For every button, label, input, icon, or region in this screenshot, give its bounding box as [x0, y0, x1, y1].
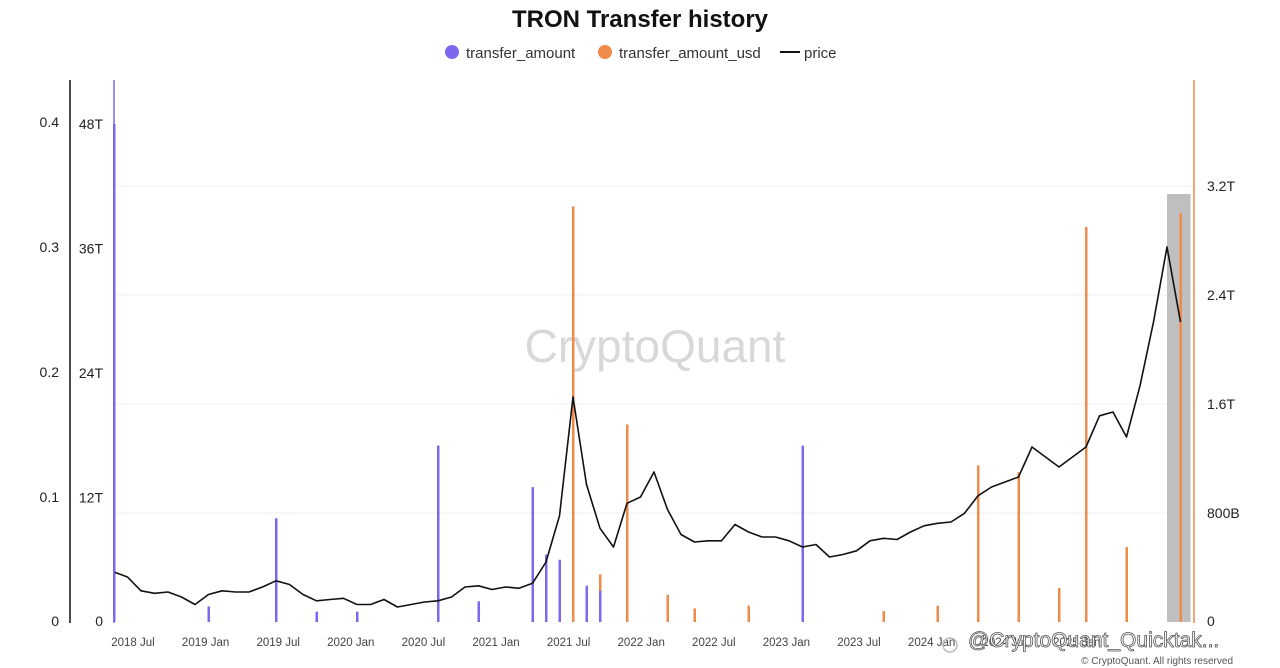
- bar-transfer-amount-usd: [1085, 226, 1088, 622]
- bar-transfer-amount-usd: [1058, 587, 1061, 622]
- bar-transfer-amount-usd: [1017, 472, 1020, 622]
- transfer-amount-usd-axis: 0 800B 1.6T 2.4T 3.2T: [1207, 178, 1240, 629]
- series-price: [113, 246, 1182, 608]
- bar-transfer-amount: [477, 601, 480, 622]
- x-tick-label: 2019 Jan: [182, 637, 229, 649]
- bar-transfer-amount: [585, 585, 588, 622]
- x-tick-label: 2018 Jul: [111, 637, 154, 649]
- handle-overlay: @CryptoQuant_Quicktak...: [942, 629, 1220, 653]
- x-tick-label: 2020 Jul: [402, 637, 445, 649]
- x-tick-label: 2023 Jul: [837, 637, 880, 649]
- bar-transfer-amount: [356, 611, 359, 622]
- bar-transfer-amount-usd: [666, 594, 669, 622]
- price-tick-label: 0.4: [40, 114, 60, 130]
- price-tick-label: 0.2: [40, 364, 60, 380]
- x-tick-label: 2020 Jan: [327, 637, 374, 649]
- bar-transfer-amount: [801, 445, 804, 622]
- transfer-amount-tick-label: 24T: [79, 365, 104, 381]
- transfer-amount-tick-label: 0: [95, 613, 103, 629]
- x-tick-label: 2023 Jan: [763, 637, 810, 649]
- transfer-amount-usd-tick-label: 0: [1207, 613, 1215, 629]
- bar-transfer-amount: [531, 487, 534, 622]
- price-axis: 0 0.1 0.2 0.3 0.4: [40, 114, 60, 629]
- bar-transfer-amount-usd: [693, 608, 696, 622]
- legend-label-price: price: [804, 45, 837, 62]
- legend-label-transfer-amount: transfer_amount: [466, 45, 576, 62]
- grid: [114, 185, 1194, 514]
- transfer-amount-axis: 0 12T 24T 36T 48T: [79, 116, 104, 629]
- bar-transfer-amount-usd: [882, 611, 885, 622]
- x-tick-label: 2022 Jul: [692, 637, 735, 649]
- bar-transfer-amount-usd: [1125, 547, 1128, 622]
- bar-transfer-amount: [545, 554, 548, 622]
- price-tick-label: 0.1: [40, 489, 60, 505]
- legend: transfer_amount transfer_amount_usd pric…: [445, 45, 837, 62]
- series-transfer-amount-usd: [572, 206, 1182, 622]
- bar-transfer-amount-usd: [747, 605, 750, 622]
- bar-transfer-amount-usd: [572, 206, 575, 622]
- x-tick-label: 2025 Jan: [1053, 637, 1100, 649]
- x-axis: 2018 Jul 2019 Jan 2019 Jul 2020 Jan 2020 Jul…: [111, 637, 1100, 649]
- transfer-amount-usd-tick-label: 3.2T: [1207, 178, 1235, 194]
- price-line: [113, 246, 1182, 608]
- bar-transfer-amount-usd: [936, 605, 939, 622]
- bar-transfer-amount: [437, 445, 440, 622]
- series-transfer-amount: [113, 124, 804, 622]
- chart-title: TRON Transfer history: [512, 6, 769, 33]
- bar-transfer-amount: [558, 559, 561, 622]
- transfer-amount-usd-tick-label: 800B: [1207, 505, 1240, 521]
- bar-transfer-amount: [275, 518, 278, 622]
- price-tick-label: 0.3: [40, 239, 60, 255]
- watermark: CryptoQuant: [525, 320, 786, 372]
- highlight-rect: [1167, 194, 1191, 622]
- transfer-amount-usd-tick-label: 2.4T: [1207, 287, 1235, 303]
- bar-transfer-amount-usd: [1179, 213, 1182, 622]
- x-tick-label: 2021 Jul: [547, 637, 590, 649]
- author-handle: @CryptoQuant_Quicktak...: [968, 629, 1219, 652]
- copyright: © CryptoQuant. All rights reserved: [1081, 656, 1233, 667]
- transfer-amount-tick-label: 12T: [79, 490, 104, 506]
- highlight-band: [1167, 194, 1191, 622]
- x-tick-label: 2022 Jan: [618, 637, 665, 649]
- transfer-amount-tick-label: 36T: [79, 241, 104, 257]
- legend-marker-transfer-amount-usd: [598, 45, 612, 59]
- x-tick-label: 2021 Jan: [472, 637, 519, 649]
- x-tick-label: 2024 Jul: [982, 637, 1025, 649]
- legend-marker-transfer-amount: [445, 45, 459, 59]
- bar-transfer-amount-usd: [626, 424, 629, 622]
- bar-transfer-amount: [599, 590, 602, 622]
- transfer-amount-usd-tick-label: 1.6T: [1207, 396, 1235, 412]
- logo-icon: [942, 637, 958, 653]
- transfer-amount-tick-label: 48T: [79, 116, 104, 132]
- x-tick-label: 2019 Jul: [256, 637, 299, 649]
- price-tick-label: 0: [51, 613, 59, 629]
- bar-transfer-amount-usd: [977, 465, 980, 622]
- legend-label-transfer-amount-usd: transfer_amount_usd: [619, 45, 761, 62]
- bar-transfer-amount: [315, 611, 318, 622]
- bar-transfer-amount: [207, 606, 210, 622]
